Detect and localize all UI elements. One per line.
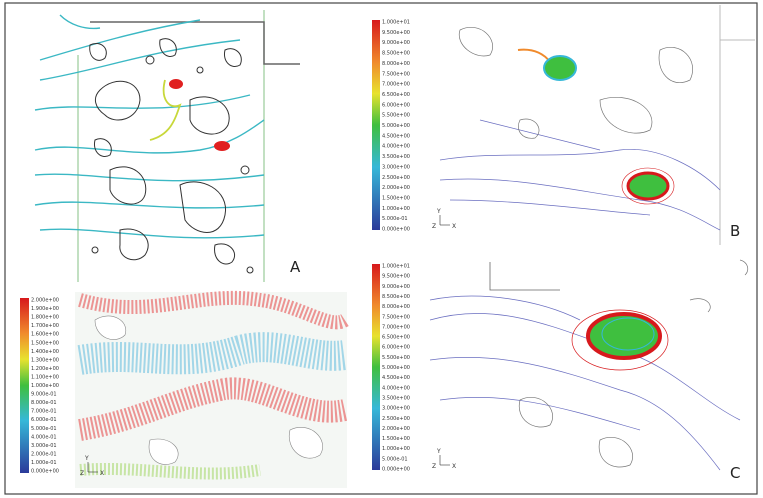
colorbar-label: 8.500e+00 [382,294,410,300]
colorbar-label: 8.000e+00 [382,61,410,67]
figure: A 1.000e+01 9.500e+00 9.000e+00 8.500e+00 8.… [0,0,763,498]
colorbar-label: 2.500e+00 [382,416,410,422]
colorbar-label: 8.000e-01 [31,400,57,406]
axis-label: Z [432,223,436,230]
colorbar-label: 6.000e+00 [382,102,410,108]
colorbar-label: 9.000e+00 [382,40,410,46]
colorbar: 2.000e+00 1.900e+00 1.800e+00 1.700e+00 1.60… [31,298,59,475]
colorbar-label: 1.500e+00 [382,436,410,442]
panel-b: 1.000e+01 9.500e+00 9.000e+00 8.500e+00 8.00… [372,5,755,245]
colorbar-label: 0.000e+00 [382,227,410,233]
panel-label: C [730,464,740,482]
colorbar-label: 5.500e+00 [382,113,410,119]
axis-label: X [452,463,456,470]
colorbar-label: 1.000e+00 [382,206,410,212]
colorbar-label: 1.600e+00 [31,332,59,338]
axis-label: Z [80,470,84,477]
colorbar-label: 9.000e-01 [31,392,57,398]
colorbar-label: 4.500e+00 [382,133,410,139]
colorbar-label: 5.500e+00 [382,355,410,361]
colorbar-label: 8.000e+00 [382,304,410,310]
colorbar-label: 8.500e+00 [382,51,410,57]
colorbar-label: 1.500e+00 [382,195,410,201]
colorbar-label: 2.000e+00 [382,185,410,191]
colorbar-label: 0.000e+00 [382,467,410,473]
axis-label: Y [84,455,89,462]
panel-label: A [290,258,301,276]
colorbar-label: 6.500e+00 [382,92,410,98]
colorbar-label: 1.000e+01 [382,264,410,270]
colorbar-label: 1.300e+00 [31,357,59,363]
colorbar-label: 3.500e+00 [382,395,410,401]
colorbar-label: 5.000e-01 [382,456,408,462]
panel-label: B [730,222,740,240]
colorbar-label: 6.500e+00 [382,335,410,341]
colorbar-label: 5.000e+00 [382,123,410,129]
panel-a: A [35,10,301,282]
colorbar-label: 1.000e+00 [31,383,59,389]
colorbar-label: 4.500e+00 [382,375,410,381]
colorbar-label: 7.500e+00 [382,71,410,77]
colorbar-label: 6.000e-01 [31,417,57,423]
axis-label: X [452,223,456,230]
colorbar-label: 5.000e-01 [31,426,57,432]
colorbar-label: 1.700e+00 [31,323,59,329]
colorbar-label: 5.000e-01 [382,216,408,222]
colorbar-label: 1.100e+00 [31,374,59,380]
colorbar-label: 1.800e+00 [31,315,59,321]
colorbar-label: 7.500e+00 [382,314,410,320]
colorbar-label: 3.500e+00 [382,154,410,160]
axis-label: Z [432,463,436,470]
colorbar-label: 9.500e+00 [382,30,410,36]
colorbar-label: 1.200e+00 [31,366,59,372]
colorbar-label: 5.000e+00 [382,365,410,371]
colorbar-label: 2.500e+00 [382,175,410,181]
colorbar-label: 1.000e+00 [382,446,410,452]
axis-triad: Y Z X [432,208,456,230]
colorbar-label: 4.000e-01 [31,434,57,440]
colorbar-label: 3.000e+00 [382,164,410,170]
colorbar-label: 1.900e+00 [31,306,59,312]
colorbar-label: 9.500e+00 [382,274,410,280]
colorbar-label: 1.000e+01 [382,20,410,26]
colorbar-label: 3.000e+00 [382,406,410,412]
colorbar-label: 0.000e+00 [31,469,59,475]
colorbar-label: 4.000e+00 [382,385,410,391]
colorbar: 1.000e+01 9.500e+00 9.000e+00 8.500e+00 8.00… [382,20,410,233]
colorbar-label: 7.000e+00 [382,324,410,330]
colorbar-label: 3.000e-01 [31,443,57,449]
colorbar-label: 2.000e+00 [382,426,410,432]
colorbar-label: 2.000e+00 [31,298,59,304]
axis-label: Y [436,448,441,455]
colorbar: 1.000e+01 9.500e+00 9.000e+00 8.500e+00 8.00… [382,264,410,473]
panel-d: 2.000e+00 1.900e+00 1.800e+00 1.700e+00 1.60… [20,292,347,488]
axis-label: Y [436,208,441,215]
colorbar-label: 4.000e+00 [382,144,410,150]
axis-triad: Y Z X [432,448,456,470]
axis-label: X [100,470,104,477]
colorbar-label: 9.000e+00 [382,284,410,290]
colorbar-label: 6.000e+00 [382,345,410,351]
colorbar-label: 1.000e-01 [31,460,57,466]
colorbar-label: 2.000e-01 [31,451,57,457]
colorbar-label: 7.000e-01 [31,409,57,415]
colorbar-label: 7.000e+00 [382,82,410,88]
panel-c: 1.000e+01 9.500e+00 9.000e+00 8.500e+00 8.00… [372,260,748,482]
colorbar-label: 1.500e+00 [31,340,59,346]
colorbar-label: 1.400e+00 [31,349,59,355]
